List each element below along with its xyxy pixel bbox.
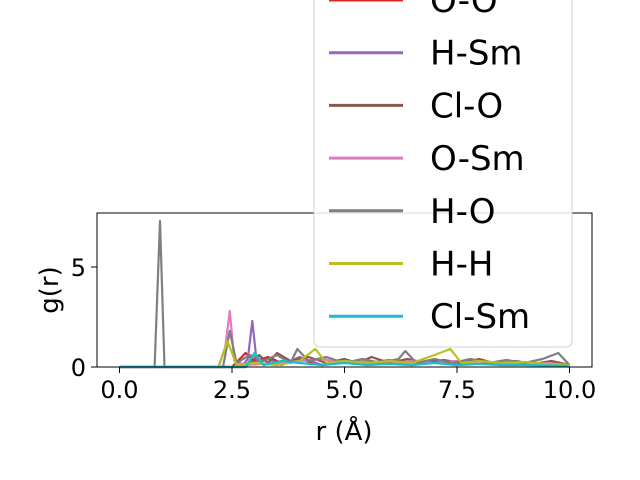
- x-axis: 0.0 2.5 5.0 7.5 10.0: [100, 367, 596, 404]
- legend: O-O H-Sm Cl-O O-Sm H-O H-H Cl-Sm: [313, 0, 573, 348]
- legend-box: [313, 0, 573, 348]
- y-tick-label: 5: [71, 254, 86, 282]
- x-tick-label: 10.0: [543, 376, 596, 404]
- series-layer: [119, 219, 571, 369]
- y-axis: 05: [71, 254, 97, 382]
- y-axis-label: g(r): [35, 266, 65, 313]
- x-tick-label: 5.0: [325, 376, 363, 404]
- legend-label-cl-o: Cl-O: [430, 86, 503, 126]
- legend-label-o-sm: O-Sm: [430, 139, 525, 179]
- series-line-h-h: [119, 339, 570, 369]
- legend-label-h-o: H-O: [430, 192, 496, 232]
- legend-label-cl-sm: Cl-Sm: [430, 297, 530, 337]
- y-tick-label: 0: [71, 354, 86, 382]
- x-tick-label: 7.5: [438, 376, 476, 404]
- x-tick-label: 2.5: [213, 376, 251, 404]
- legend-label-h-h: H-H: [430, 245, 493, 285]
- series-line-cl-sm: [119, 351, 570, 369]
- x-axis-label: r (Å): [315, 415, 372, 447]
- legend-label-h-sm: H-Sm: [430, 34, 523, 74]
- legend-label-o-o: O-O: [430, 0, 498, 21]
- x-tick-label: 0.0: [100, 376, 138, 404]
